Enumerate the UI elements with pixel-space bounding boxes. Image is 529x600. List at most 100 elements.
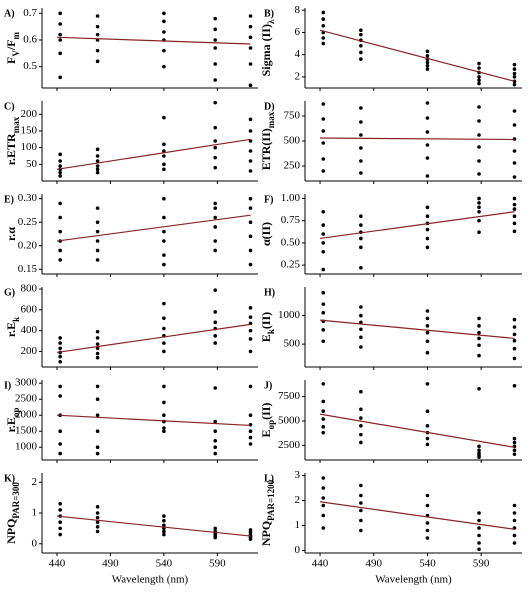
- y-axis-title-part: max: [266, 111, 276, 128]
- point: [95, 24, 100, 29]
- y-axis-title-part: PAR=1200: [266, 479, 276, 520]
- point: [359, 265, 363, 270]
- point: [477, 209, 481, 214]
- point: [213, 386, 218, 390]
- point: [321, 503, 326, 508]
- y-axis-title-part: E: [259, 334, 273, 342]
- point: [58, 336, 62, 340]
- point: [58, 532, 62, 537]
- point: [58, 38, 62, 42]
- point: [321, 141, 326, 145]
- point: [58, 520, 62, 525]
- x-axis-title: Wavelength (nm): [375, 574, 452, 586]
- point: [95, 505, 100, 509]
- point: [359, 305, 363, 309]
- point: [213, 341, 218, 345]
- point: [425, 424, 430, 428]
- point: [162, 532, 166, 537]
- point: [512, 109, 517, 113]
- point: [512, 149, 517, 153]
- x-tick-label: 490: [102, 558, 119, 570]
- point: [58, 508, 62, 512]
- point: [213, 248, 218, 253]
- point: [58, 229, 62, 234]
- point: [321, 117, 326, 121]
- point: [58, 341, 62, 345]
- point: [162, 11, 166, 16]
- point: [248, 262, 253, 267]
- point: [248, 206, 253, 210]
- point: [321, 290, 326, 295]
- point: [359, 483, 363, 488]
- point: [512, 511, 517, 515]
- point: [95, 445, 100, 450]
- point: [58, 248, 62, 253]
- y-axis-title-part: λ: [266, 19, 276, 24]
- y-axis-title-part: m: [11, 31, 21, 39]
- point: [425, 493, 430, 498]
- point: [359, 440, 363, 445]
- y-tick-label: 500: [284, 135, 301, 147]
- y-axis-title-part: (II): [259, 403, 273, 420]
- y-tick-label: 0.15: [18, 263, 38, 275]
- point: [512, 384, 517, 388]
- point: [512, 346, 517, 351]
- point: [321, 249, 326, 254]
- point: [477, 196, 481, 201]
- point: [359, 416, 363, 420]
- point: [425, 101, 430, 105]
- point: [321, 302, 326, 306]
- point: [425, 245, 430, 250]
- point: [359, 57, 363, 61]
- point: [477, 455, 481, 459]
- point: [213, 429, 218, 434]
- point: [162, 48, 166, 53]
- point: [477, 533, 481, 538]
- point: [213, 139, 218, 143]
- point: [248, 337, 253, 341]
- point: [425, 63, 430, 68]
- point: [213, 334, 218, 338]
- point: [248, 24, 253, 29]
- point: [213, 16, 218, 21]
- point: [213, 215, 218, 220]
- point: [321, 328, 326, 332]
- point: [477, 66, 481, 70]
- y-axis-title: FV/Fm: [4, 31, 21, 64]
- y-tick-label: 0.50: [281, 236, 301, 248]
- point: [95, 397, 100, 402]
- y-axis-title: r.Ek: [4, 317, 21, 337]
- point: [359, 335, 363, 340]
- point: [248, 117, 253, 122]
- y-tick-label: 100: [21, 141, 38, 153]
- point: [213, 445, 218, 450]
- point: [477, 201, 481, 205]
- point: [425, 330, 430, 335]
- point: [213, 165, 218, 170]
- point: [425, 236, 430, 241]
- point: [248, 429, 253, 434]
- y-axis-title: Sigma (II)λ: [259, 19, 276, 76]
- point: [321, 241, 326, 245]
- point: [321, 496, 326, 500]
- point: [512, 541, 517, 545]
- point: [213, 225, 218, 229]
- point: [95, 167, 100, 172]
- point: [248, 305, 253, 310]
- point: [425, 339, 430, 344]
- point: [321, 157, 326, 161]
- point: [321, 10, 326, 15]
- point: [248, 234, 253, 239]
- x-tick-label: 590: [473, 558, 490, 570]
- point: [95, 342, 100, 346]
- point: [248, 149, 253, 153]
- point: [359, 432, 363, 437]
- point: [248, 159, 253, 163]
- point: [162, 229, 166, 234]
- y-tick-label: 200: [21, 345, 38, 357]
- point: [512, 325, 517, 329]
- point: [321, 17, 326, 21]
- point: [58, 174, 62, 178]
- y-tick-label: 1000: [15, 441, 38, 453]
- point: [359, 159, 363, 163]
